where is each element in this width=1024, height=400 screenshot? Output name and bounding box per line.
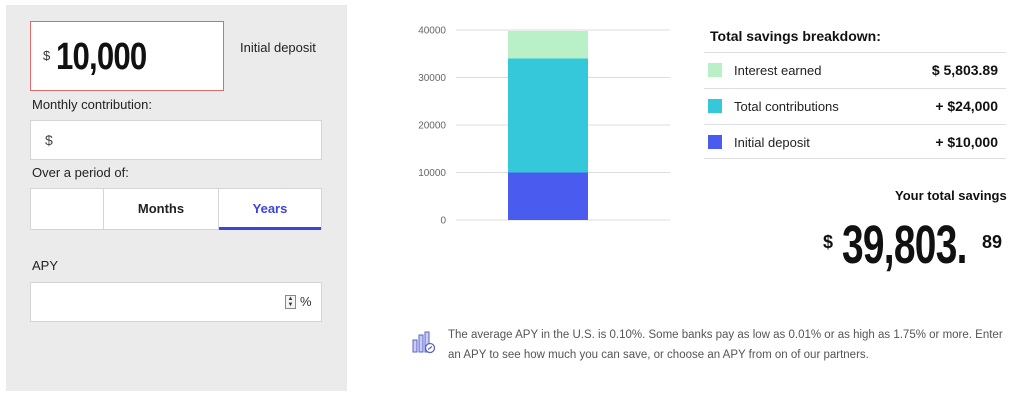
apy-label: APY [32,258,59,273]
y-tick-label: 40000 [418,26,446,37]
apy-input[interactable]: ▲ ▼ % [30,282,322,322]
total-savings-value: 39,803. [842,215,967,275]
breakdown-row-label: Initial deposit [734,135,810,150]
breakdown-row-interest: Interest earned $ 5,803.89 [704,52,1006,89]
initial-deposit-input[interactable]: $ 10,000 [30,21,224,91]
bar-segment-interest-earned [508,30,588,59]
breakdown-row-amount: $ 5,803.89 [931,62,998,78]
breakdown-row-contributions: Total contributions + $24,000 [704,88,1006,125]
monthly-currency-symbol: $ [45,132,53,148]
interest-swatch [708,63,722,77]
period-label: Over a period of: [32,165,129,180]
period-value-input[interactable] [31,189,104,229]
breakdown-row-label: Interest earned [734,63,822,78]
monthly-contribution-input[interactable]: $ [30,120,322,160]
period-option-years[interactable]: Years [219,189,321,230]
bar-chart-icon [412,331,436,354]
breakdown-row-initial-deposit: Initial deposit + $10,000 [704,124,1006,161]
breakdown-title: Total savings breakdown: [710,28,881,44]
bar-segment-total-contributions [508,58,588,173]
contributions-swatch [708,99,722,113]
initial-deposit-swatch [708,135,722,149]
apy-percent-unit: % [300,294,312,309]
y-tick-label: 0 [440,216,446,227]
total-savings-label: Your total savings [895,188,1007,203]
initial-deposit-label: Initial deposit [240,40,316,55]
deposit-value: 10,000 [56,36,147,78]
calculator-input-panel: $ 10,000 Initial deposit Monthly contrib… [6,5,347,391]
period-option-months[interactable]: Months [104,189,219,229]
breakdown-row-amount: + $24,000 [935,98,998,114]
total-savings-cents: 89 [982,232,1003,252]
period-selector: Months Years [30,188,322,230]
bar-segment-initial-deposit [508,172,588,220]
savings-bar-chart: 0 10000 20000 30000 40000 [418,26,670,227]
y-tick-label: 10000 [418,168,446,179]
y-tick-label: 30000 [418,73,446,84]
deposit-currency-symbol: $ [43,48,51,63]
breakdown-row-amount: + $10,000 [935,134,998,150]
breakdown-divider [704,158,1006,159]
y-tick-label: 20000 [418,121,446,132]
apy-info-note: The average APY in the U.S. is 0.10%. So… [448,329,1003,361]
apy-spinner[interactable]: ▲ ▼ [285,295,296,309]
total-currency-symbol: $ [823,232,834,252]
breakdown-row-label: Total contributions [734,99,839,114]
monthly-contribution-label: Monthly contribution: [32,97,152,112]
